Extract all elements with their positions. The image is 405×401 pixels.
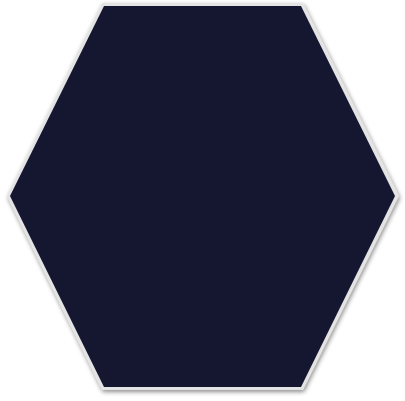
hexagon-fill xyxy=(10,6,395,387)
